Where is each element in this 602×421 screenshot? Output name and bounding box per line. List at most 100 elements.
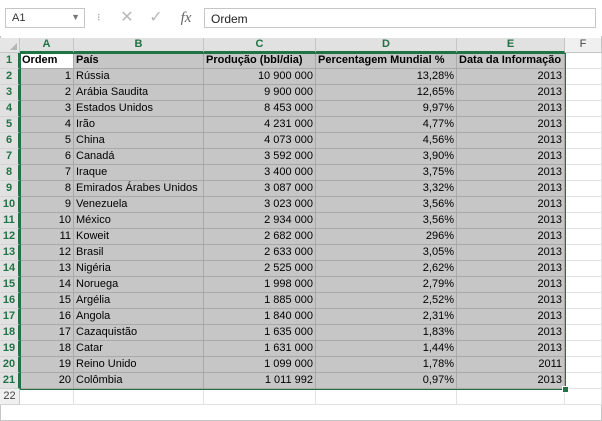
table-cell[interactable]: 3,75%: [316, 165, 457, 181]
table-cell[interactable]: 3,32%: [316, 181, 457, 197]
row-header-2[interactable]: 2: [0, 69, 20, 85]
table-cell[interactable]: 2013: [457, 293, 565, 309]
table-cell[interactable]: 2013: [457, 213, 565, 229]
name-box[interactable]: A1 ▼: [5, 8, 85, 28]
table-cell[interactable]: 1 885 000: [204, 293, 316, 309]
select-all-corner[interactable]: [0, 38, 20, 53]
table-cell[interactable]: 2013: [457, 133, 565, 149]
empty-cell[interactable]: [565, 181, 602, 197]
table-cell[interactable]: 9: [20, 197, 74, 213]
row-header-4[interactable]: 4: [0, 101, 20, 117]
row-header-17[interactable]: 17: [0, 309, 20, 325]
column-header-a[interactable]: A: [20, 38, 74, 53]
table-cell[interactable]: 2,52%: [316, 293, 457, 309]
empty-cell[interactable]: [565, 277, 602, 293]
row-header-7[interactable]: 7: [0, 149, 20, 165]
table-cell[interactable]: 4,56%: [316, 133, 457, 149]
table-cell[interactable]: 4,77%: [316, 117, 457, 133]
table-cell[interactable]: 2013: [457, 69, 565, 85]
empty-cell[interactable]: [565, 245, 602, 261]
table-cell[interactable]: 13,28%: [316, 69, 457, 85]
table-cell[interactable]: 2013: [457, 261, 565, 277]
empty-cell[interactable]: [565, 197, 602, 213]
table-cell[interactable]: Iraque: [74, 165, 204, 181]
empty-cell[interactable]: [565, 85, 602, 101]
table-cell[interactable]: 14: [20, 277, 74, 293]
insert-function-icon[interactable]: fx: [180, 10, 192, 26]
column-header-f[interactable]: F: [565, 38, 602, 53]
table-cell[interactable]: 2013: [457, 245, 565, 261]
header-cell[interactable]: País: [74, 53, 204, 69]
column-header-d[interactable]: D: [316, 38, 457, 53]
empty-cell[interactable]: [565, 69, 602, 85]
table-cell[interactable]: 3 592 000: [204, 149, 316, 165]
table-cell[interactable]: Catar: [74, 341, 204, 357]
row-header-12[interactable]: 12: [0, 229, 20, 245]
table-cell[interactable]: 2013: [457, 229, 565, 245]
table-cell[interactable]: 1,44%: [316, 341, 457, 357]
empty-cell[interactable]: [204, 389, 316, 405]
empty-cell[interactable]: [565, 341, 602, 357]
table-cell[interactable]: 3 023 000: [204, 197, 316, 213]
empty-cell[interactable]: [565, 53, 602, 69]
table-cell[interactable]: Koweit: [74, 229, 204, 245]
row-header-20[interactable]: 20: [0, 357, 20, 373]
table-cell[interactable]: 17: [20, 325, 74, 341]
table-cell[interactable]: 4 073 000: [204, 133, 316, 149]
table-cell[interactable]: Canadá: [74, 149, 204, 165]
table-cell[interactable]: Emirados Árabes Unidos: [74, 181, 204, 197]
table-cell[interactable]: Noruega: [74, 277, 204, 293]
table-cell[interactable]: 2013: [457, 197, 565, 213]
table-cell[interactable]: 9,97%: [316, 101, 457, 117]
cancel-icon[interactable]: ✕: [120, 9, 134, 26]
table-cell[interactable]: 12: [20, 245, 74, 261]
table-cell[interactable]: 4: [20, 117, 74, 133]
table-cell[interactable]: 10: [20, 213, 74, 229]
table-cell[interactable]: 8: [20, 181, 74, 197]
table-cell[interactable]: Cazaquistão: [74, 325, 204, 341]
row-header-15[interactable]: 15: [0, 277, 20, 293]
table-cell[interactable]: México: [74, 213, 204, 229]
row-header-5[interactable]: 5: [0, 117, 20, 133]
table-cell[interactable]: 15: [20, 293, 74, 309]
table-cell[interactable]: 3 400 000: [204, 165, 316, 181]
empty-cell[interactable]: [565, 213, 602, 229]
empty-cell[interactable]: [565, 309, 602, 325]
table-cell[interactable]: 2 525 000: [204, 261, 316, 277]
table-cell[interactable]: 2013: [457, 165, 565, 181]
empty-cell[interactable]: [565, 149, 602, 165]
table-cell[interactable]: Argélia: [74, 293, 204, 309]
table-cell[interactable]: 296%: [316, 229, 457, 245]
table-cell[interactable]: 10 900 000: [204, 69, 316, 85]
table-cell[interactable]: 2 934 000: [204, 213, 316, 229]
table-cell[interactable]: 5: [20, 133, 74, 149]
table-cell[interactable]: Angola: [74, 309, 204, 325]
table-cell[interactable]: 2013: [457, 325, 565, 341]
table-cell[interactable]: 2013: [457, 373, 565, 389]
table-cell[interactable]: 2013: [457, 117, 565, 133]
row-header-1[interactable]: 1: [0, 53, 20, 69]
table-cell[interactable]: 1 635 000: [204, 325, 316, 341]
row-header-10[interactable]: 10: [0, 197, 20, 213]
table-cell[interactable]: 9 900 000: [204, 85, 316, 101]
row-header-11[interactable]: 11: [0, 213, 20, 229]
column-header-b[interactable]: B: [74, 38, 204, 53]
row-header-8[interactable]: 8: [0, 165, 20, 181]
row-header-6[interactable]: 6: [0, 133, 20, 149]
table-cell[interactable]: 3,90%: [316, 149, 457, 165]
table-cell[interactable]: 2013: [457, 181, 565, 197]
empty-cell[interactable]: [565, 261, 602, 277]
empty-cell[interactable]: [565, 117, 602, 133]
table-cell[interactable]: 18: [20, 341, 74, 357]
table-cell[interactable]: 2,31%: [316, 309, 457, 325]
table-cell[interactable]: 2,79%: [316, 277, 457, 293]
table-cell[interactable]: 1 998 000: [204, 277, 316, 293]
table-cell[interactable]: Nigéria: [74, 261, 204, 277]
table-cell[interactable]: 2013: [457, 341, 565, 357]
row-header-22[interactable]: 22: [0, 389, 20, 405]
table-cell[interactable]: 7: [20, 165, 74, 181]
table-cell[interactable]: Estados Unidos: [74, 101, 204, 117]
empty-cell[interactable]: [565, 101, 602, 117]
empty-cell[interactable]: [565, 133, 602, 149]
header-cell[interactable]: Produção (bbl/dia): [204, 53, 316, 69]
